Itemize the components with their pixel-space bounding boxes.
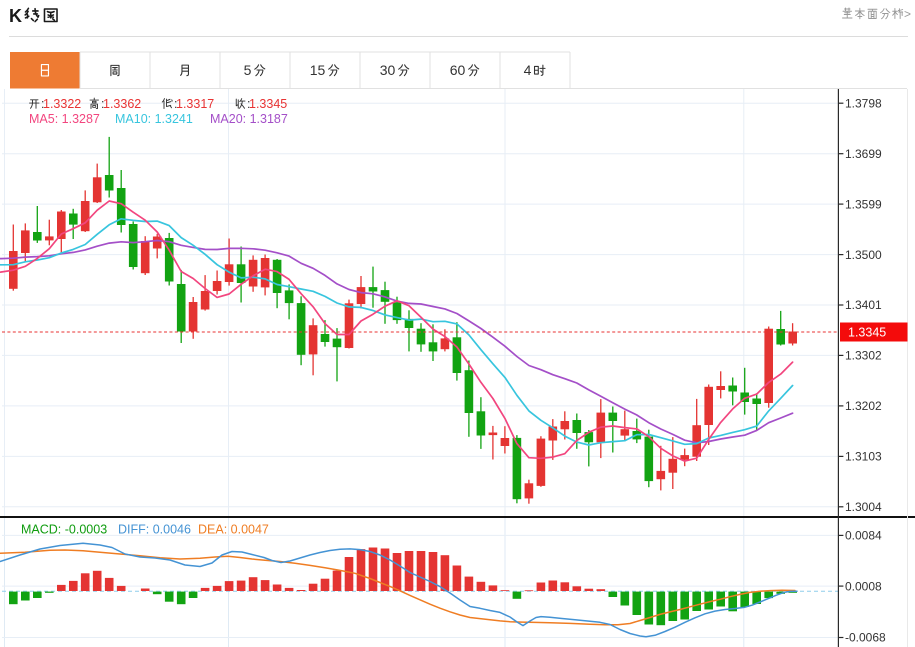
svg-text:1.3500: 1.3500	[845, 248, 882, 262]
svg-text:1.3599: 1.3599	[845, 197, 882, 211]
svg-text:K: K	[9, 6, 22, 26]
svg-text:0.0084: 0.0084	[845, 529, 882, 543]
svg-text::: :	[247, 97, 250, 111]
svg-text:1.3345: 1.3345	[249, 97, 287, 111]
svg-text:DIFF: 0.0046: DIFF: 0.0046	[118, 523, 191, 537]
svg-text:1.3798: 1.3798	[845, 96, 882, 110]
svg-text:MACD: -0.0003: MACD: -0.0003	[21, 523, 107, 537]
svg-text:1.3317: 1.3317	[176, 97, 214, 111]
svg-text:1.3322: 1.3322	[43, 97, 81, 111]
svg-text:15: 15	[310, 62, 326, 78]
svg-text:1.3362: 1.3362	[103, 97, 141, 111]
svg-text:1.3401: 1.3401	[845, 298, 882, 312]
svg-text:4: 4	[524, 62, 532, 78]
svg-text:MA20: 1.3187: MA20: 1.3187	[210, 112, 288, 126]
svg-text:MA10: 1.3241: MA10: 1.3241	[115, 112, 193, 126]
svg-text:0.0008: 0.0008	[845, 579, 882, 593]
svg-text:30: 30	[380, 62, 396, 78]
svg-text:DEA: 0.0047: DEA: 0.0047	[198, 523, 269, 537]
svg-text:5: 5	[244, 62, 252, 78]
svg-text:60: 60	[450, 62, 466, 78]
svg-text:MA5: 1.3287: MA5: 1.3287	[29, 112, 100, 126]
svg-text::: :	[41, 97, 44, 111]
svg-text:-0.0068: -0.0068	[845, 631, 886, 645]
svg-text::: :	[174, 97, 177, 111]
svg-text::: :	[101, 97, 104, 111]
svg-text:1.3345: 1.3345	[848, 326, 886, 340]
svg-text:1.3004: 1.3004	[845, 500, 882, 514]
svg-text:1.3302: 1.3302	[845, 349, 882, 363]
svg-text:1.3202: 1.3202	[845, 399, 882, 413]
svg-text:1.3699: 1.3699	[845, 147, 882, 161]
svg-text:>: >	[904, 7, 911, 21]
svg-text:1.3103: 1.3103	[845, 450, 882, 464]
